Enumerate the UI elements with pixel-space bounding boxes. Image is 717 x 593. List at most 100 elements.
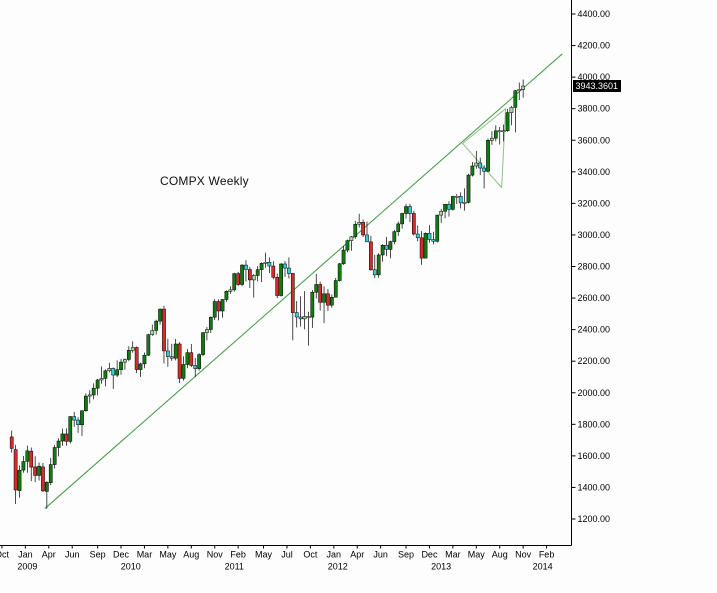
- candle-body: [216, 301, 221, 312]
- candle-body: [193, 365, 198, 369]
- candle-body: [169, 356, 174, 359]
- candle-body: [259, 263, 264, 270]
- candle-body: [201, 332, 205, 355]
- y-tick-label: 2200.00: [578, 356, 611, 366]
- y-tick-label: 1200.00: [578, 514, 611, 524]
- candle-body: [205, 329, 209, 333]
- candle-body: [197, 354, 201, 369]
- candle-body: [236, 273, 241, 285]
- candle-body: [255, 269, 260, 276]
- pennant-annotation[interactable]: [461, 107, 507, 189]
- candle-body: [275, 276, 280, 296]
- x-year-label: 2013: [431, 562, 451, 572]
- candle-body: [126, 350, 131, 360]
- x-month-label: May: [468, 550, 486, 560]
- candle-body: [423, 233, 428, 259]
- y-tick-label: 4200.00: [578, 41, 611, 51]
- x-month-label: Jul: [281, 550, 293, 560]
- candle-body: [298, 316, 303, 320]
- candle-body: [56, 440, 61, 448]
- candle-body: [372, 269, 377, 276]
- x-month-label: Jan: [18, 550, 33, 560]
- candle-body: [462, 202, 467, 204]
- candle-body: [361, 222, 365, 236]
- y-tick-label: 3400.00: [578, 167, 611, 177]
- chart-title-label: COMPX Weekly: [160, 174, 249, 188]
- candle-body: [454, 196, 459, 198]
- y-tick-label: 3200.00: [578, 198, 611, 208]
- candle-body: [41, 466, 45, 492]
- candle-body: [150, 330, 155, 335]
- x-month-label: Apr: [350, 550, 364, 560]
- candle-body: [283, 263, 287, 269]
- candle-body: [185, 352, 190, 365]
- candle-body: [294, 312, 299, 318]
- candle-body: [95, 379, 100, 389]
- candle-body: [497, 130, 502, 133]
- candle-body: [52, 447, 57, 465]
- candle-body: [13, 449, 18, 491]
- candle-body: [208, 316, 213, 330]
- trendline[interactable]: [44, 53, 563, 509]
- candle-body: [439, 211, 444, 216]
- candle-body: [505, 112, 510, 132]
- candle-body: [314, 284, 319, 293]
- candle-body: [287, 267, 291, 274]
- candle-body: [310, 291, 315, 318]
- x-month-label: Nov: [207, 550, 224, 560]
- candle-body: [384, 244, 389, 250]
- candle-body: [271, 265, 276, 278]
- candle-body: [21, 461, 26, 471]
- candle-body: [392, 231, 397, 242]
- candle-body: [72, 416, 77, 421]
- candle-body: [263, 261, 268, 264]
- candle-body: [25, 450, 30, 462]
- x-month-label: May: [255, 550, 273, 560]
- candle-body: [353, 223, 358, 238]
- candle-body: [64, 433, 69, 442]
- candle-body: [244, 264, 248, 270]
- candle-body: [138, 363, 143, 370]
- candle-body: [470, 165, 475, 176]
- y-tick-label: 4000.00: [578, 72, 611, 82]
- candle-body: [493, 130, 498, 139]
- y-tick-label: 3800.00: [578, 104, 611, 114]
- candle-body: [146, 334, 151, 356]
- candle-body: [115, 369, 119, 376]
- candle-body: [357, 222, 362, 225]
- candle-body: [415, 233, 420, 239]
- candle-body: [306, 316, 311, 318]
- candle-body: [220, 299, 225, 312]
- x-month-label: Dec: [421, 550, 438, 560]
- candle-body: [99, 378, 104, 381]
- candle-body: [486, 140, 490, 172]
- x-month-label: Jun: [373, 550, 388, 560]
- candle-body: [76, 419, 80, 426]
- candle-body: [134, 347, 139, 370]
- candle-body: [251, 275, 256, 281]
- candle-body: [181, 364, 186, 379]
- candle-body: [419, 237, 424, 259]
- x-year-label: 2014: [533, 562, 553, 572]
- candle-body: [119, 361, 123, 370]
- candle-body: [9, 436, 14, 449]
- x-month-label: Feb: [539, 550, 555, 560]
- candle-body: [326, 293, 330, 306]
- candle-body: [189, 352, 194, 366]
- candlestick-series: [9, 79, 526, 509]
- candle-body: [228, 289, 233, 292]
- candle-body: [482, 167, 486, 172]
- x-axis: Oct Jan Apr Jun Sep Dec Mar May Aug Nov Feb May Jul O…: [0, 545, 555, 572]
- candle-body: [376, 254, 381, 276]
- candle-body: [517, 89, 522, 91]
- y-tick-label: 1800.00: [578, 419, 611, 429]
- x-year-label: 2011: [225, 562, 244, 572]
- candle-body: [162, 308, 166, 352]
- y-tick-label: 1400.00: [578, 482, 611, 492]
- last-price-tag: 3943.3601: [572, 80, 622, 93]
- x-month-label: Aug: [183, 550, 199, 560]
- x-month-label: Apr: [42, 550, 56, 560]
